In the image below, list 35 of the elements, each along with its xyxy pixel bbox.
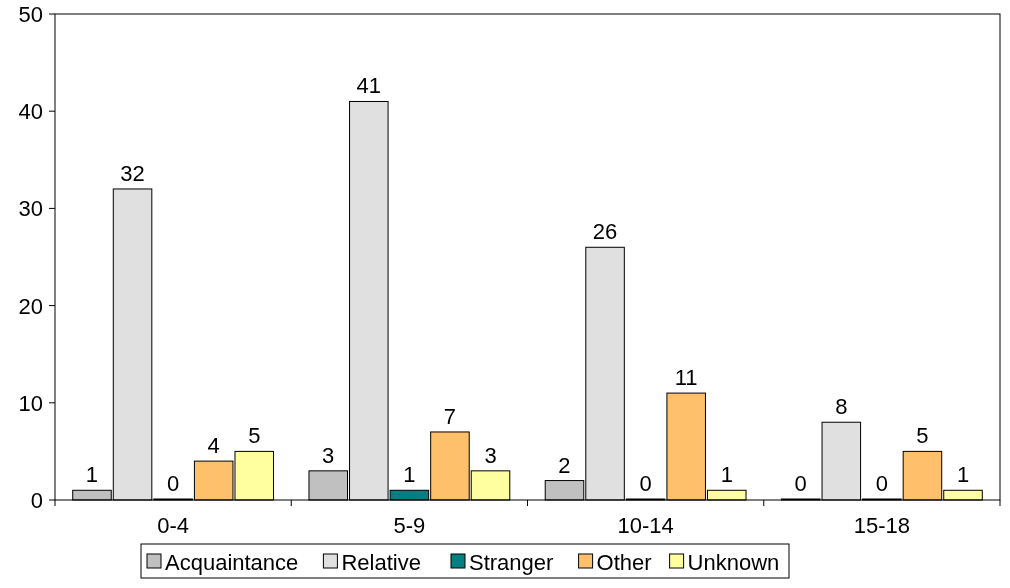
data-label: 0 — [639, 471, 652, 496]
data-label: 11 — [674, 365, 698, 391]
data-label: 5 — [916, 423, 929, 449]
y-tick-label: 30 — [18, 196, 43, 222]
data-label: 5 — [248, 423, 261, 449]
data-label: 8 — [835, 394, 848, 420]
data-label: 3 — [484, 442, 497, 468]
y-tick-label: 40 — [18, 99, 43, 125]
data-label: 0 — [167, 471, 180, 496]
data-label: 32 — [120, 160, 145, 186]
y-tick-label: 20 — [18, 293, 43, 319]
x-tick-label: 5-9 — [393, 513, 426, 538]
x-tick-label: 0-4 — [157, 513, 190, 538]
y-tick-label: 0 — [30, 488, 43, 513]
legend-label: Other — [596, 550, 652, 575]
data-label: 1 — [85, 462, 99, 488]
data-label: 0 — [794, 471, 807, 496]
data-label: 3 — [322, 442, 335, 468]
legend-label: Relative — [341, 550, 421, 575]
data-label: 1 — [956, 462, 970, 488]
data-label: 1 — [403, 462, 416, 488]
legend-label: Unknown — [687, 550, 780, 575]
data-label: 2 — [558, 452, 571, 478]
data-label: 26 — [592, 219, 618, 245]
data-label: 7 — [443, 403, 457, 429]
data-label: 41 — [356, 73, 382, 99]
y-tick-label: 50 — [18, 2, 43, 27]
legend-label: Stranger — [469, 550, 554, 575]
data-label: 1 — [720, 462, 733, 488]
legend-label: Acquaintance — [165, 550, 299, 575]
data-label: 0 — [875, 471, 888, 496]
x-tick-label: 15-18 — [853, 513, 911, 538]
y-tick-label: 10 — [18, 390, 43, 416]
x-tick-label: 10-14 — [617, 513, 674, 538]
data-label: 4 — [207, 433, 220, 459]
